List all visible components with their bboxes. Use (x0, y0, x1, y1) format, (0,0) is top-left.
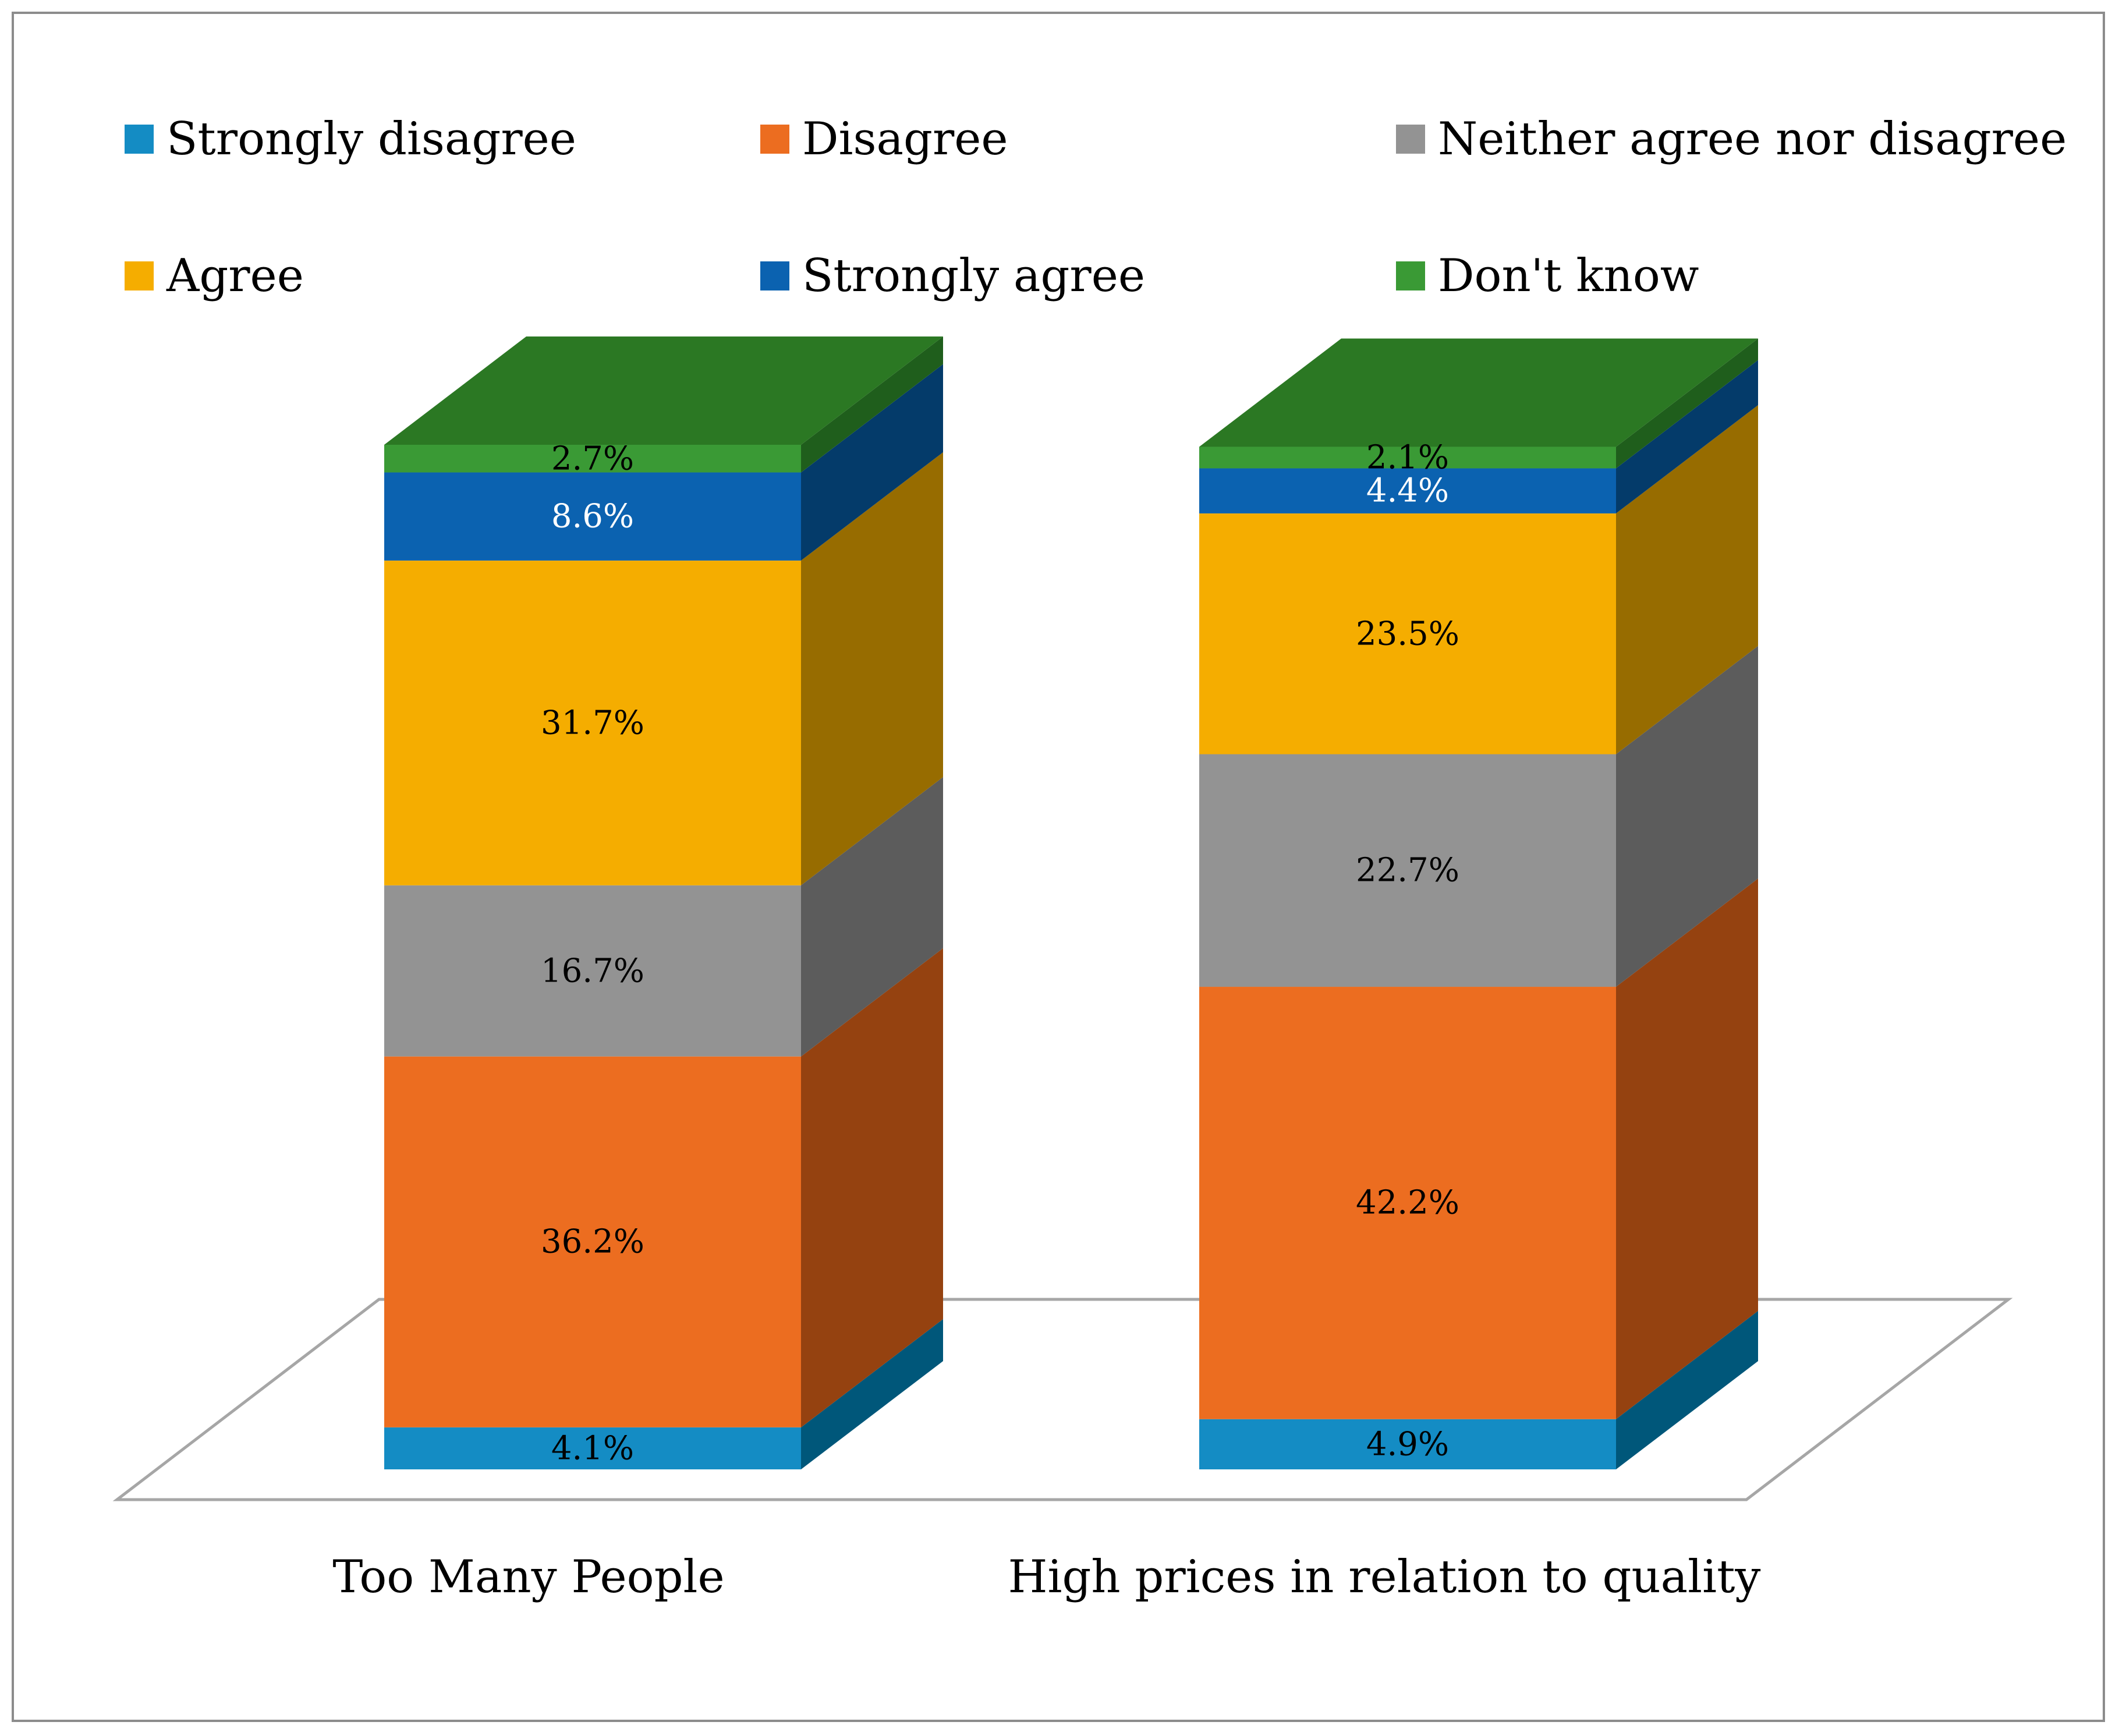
bar-side-neither-agree-nor-disagree-1 (1616, 646, 1758, 987)
data-label-strongly-disagree-0: 4.1% (551, 1429, 635, 1468)
legend-swatch (760, 261, 789, 290)
data-label-agree-1: 23.5% (1356, 615, 1459, 653)
bar-side-strongly-disagree-0 (801, 1319, 943, 1469)
bar-segment-neither-agree-nor-disagree-1 (1199, 754, 1616, 987)
bar-segment-agree-1 (1199, 513, 1616, 754)
bar-segment-don-t-know-0 (384, 445, 801, 473)
data-label-disagree-0: 36.2% (541, 1223, 644, 1261)
data-label-strongly-agree-1: 4.4% (1366, 472, 1450, 510)
data-label-don-t-know-1: 2.1% (1366, 438, 1450, 477)
legend-item-neither-agree-nor-disagree: Neither agree nor disagree (1396, 113, 2067, 165)
bar-segment-strongly-agree-0 (384, 472, 801, 561)
legend-swatch (760, 125, 789, 154)
legend-item-disagree: Disagree (760, 113, 1008, 165)
chart-plot (112, 336, 2013, 1501)
bar-segment-strongly-disagree-1 (1199, 1419, 1616, 1469)
legend-label: Neither agree nor disagree (1438, 113, 2067, 165)
bar-side-strongly-agree-1 (1616, 360, 1758, 513)
legend-label: Strongly agree (802, 250, 1146, 302)
legend-item-agree: Agree (125, 250, 304, 302)
legend-swatch (125, 125, 154, 154)
bar-side-don-t-know-1 (1616, 338, 1758, 469)
bar-segment-neither-agree-nor-disagree-0 (384, 885, 801, 1057)
category-label-1: High prices in relation to quality (1008, 1551, 1761, 1603)
legend-swatch (1396, 125, 1425, 154)
data-label-strongly-disagree-1: 4.9% (1366, 1425, 1450, 1464)
bar-segment-disagree-1 (1199, 987, 1616, 1419)
bar-segment-don-t-know-1 (1199, 447, 1616, 469)
legend-item-strongly-disagree: Strongly disagree (125, 113, 576, 165)
bar-side-strongly-disagree-1 (1616, 1310, 1758, 1469)
bar-side-don-t-know-0 (801, 336, 943, 473)
chart-frame: Strongly disagree Disagree Neither agree n… (12, 12, 2105, 1722)
category-label-0: Too Many People (332, 1551, 725, 1603)
data-label-agree-0: 31.7% (541, 704, 644, 742)
bar-side-agree-0 (801, 452, 943, 885)
bar-segment-strongly-disagree-0 (384, 1427, 801, 1469)
bar-segment-strongly-agree-1 (1199, 468, 1616, 513)
data-label-don-t-know-0: 2.7% (551, 440, 635, 478)
data-label-neither-agree-nor-disagree-1: 22.7% (1356, 851, 1459, 890)
bar-segment-agree-0 (384, 560, 801, 885)
legend-label: Don't know (1438, 250, 1699, 302)
legend-label: Agree (166, 250, 304, 302)
legend-item-strongly-agree: Strongly agree (760, 250, 1145, 302)
legend-label: Disagree (802, 113, 1008, 165)
legend-label: Strongly disagree (166, 113, 576, 165)
bar-top-0 (384, 336, 943, 445)
data-label-strongly-agree-0: 8.6% (551, 497, 635, 536)
bar-segment-disagree-0 (384, 1056, 801, 1427)
bar-top-1 (1199, 338, 1758, 447)
data-label-neither-agree-nor-disagree-0: 16.7% (541, 952, 644, 990)
bar-side-strongly-agree-0 (801, 364, 943, 561)
bar-side-disagree-0 (801, 948, 943, 1427)
bars-group (384, 336, 1758, 1469)
bar-side-agree-1 (1616, 405, 1758, 754)
legend-item-don-t-know: Don't know (1396, 250, 1699, 302)
bar-side-neither-agree-nor-disagree-0 (801, 777, 943, 1057)
legend-swatch (125, 261, 154, 290)
legend-swatch (1396, 261, 1425, 290)
bar-side-disagree-1 (1616, 878, 1758, 1419)
data-label-disagree-1: 42.2% (1356, 1184, 1459, 1222)
